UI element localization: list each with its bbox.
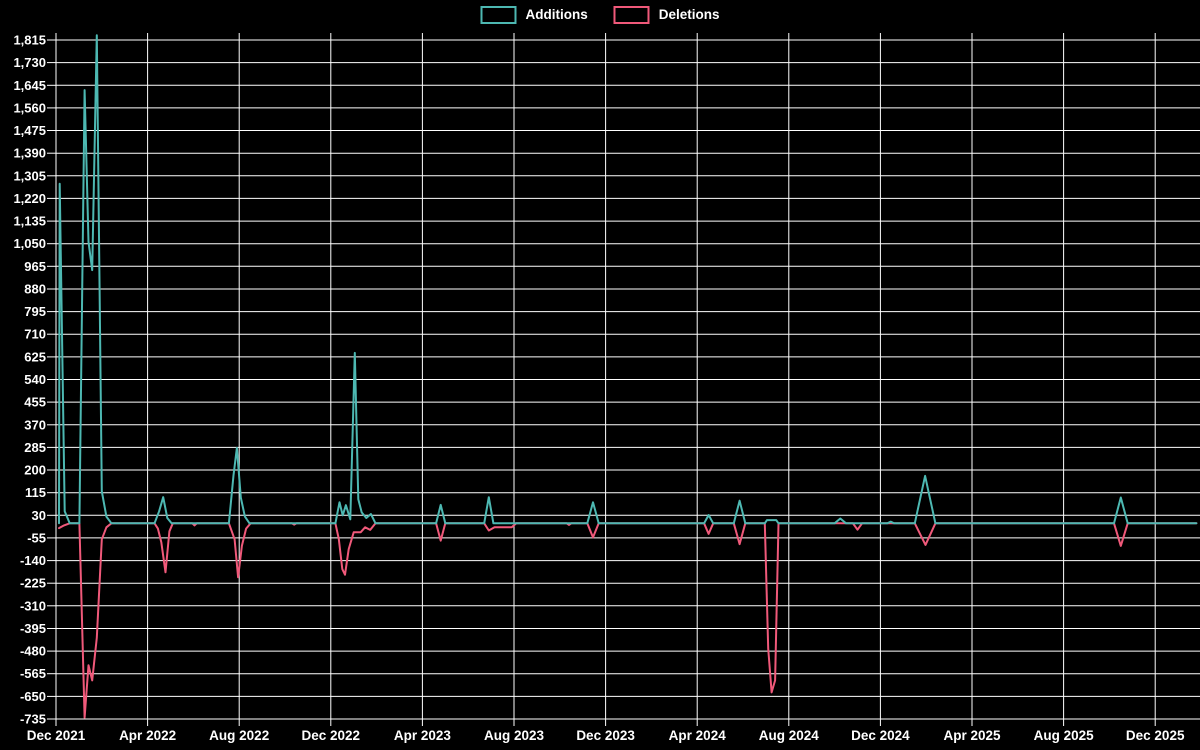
x-tick-label: Aug 2024: [759, 728, 820, 743]
y-tick-label: 880: [24, 282, 46, 297]
y-tick-label: 1,305: [13, 168, 46, 183]
y-tick-label: 115: [25, 485, 46, 500]
y-tick-label: 455: [24, 395, 46, 410]
legend-label-additions: Additions: [525, 7, 588, 23]
y-tick-label: 1,135: [13, 214, 46, 229]
gridlines: [55, 39, 1200, 720]
x-tick-label: Apr 2025: [943, 728, 1001, 743]
additions-line: [58, 34, 1198, 525]
y-tick-label: 200: [24, 463, 46, 478]
y-tick-label: 1,050: [13, 236, 46, 251]
y-tick-label: 710: [24, 327, 46, 342]
y-tick-label: 1,815: [13, 33, 46, 48]
deletions-swatch-icon: [613, 6, 650, 24]
axis-labels: 1,815 1,730 1,645 1,560 1,475 1,390 1,305 1,220…: [13, 33, 1185, 744]
x-tick-label: Dec 2023: [576, 728, 635, 743]
x-tick-label: Aug 2022: [209, 728, 269, 743]
axis-ticks: [47, 33, 1156, 726]
legend-item-deletions[interactable]: Deletions: [613, 6, 720, 24]
y-tick-label: 625: [24, 349, 46, 364]
additions-swatch-icon: [480, 6, 517, 24]
y-tick-label: 795: [24, 304, 46, 319]
x-tick-label: Dec 2025: [1126, 728, 1185, 743]
y-tick-label: -225: [20, 576, 46, 591]
y-tick-label: 1,220: [13, 191, 46, 206]
legend-item-additions[interactable]: Additions: [480, 6, 588, 24]
x-tick-label: Apr 2022: [119, 728, 176, 743]
chart-legend: Additions Deletions: [480, 6, 720, 24]
y-tick-label: 1,475: [13, 123, 46, 138]
y-tick-label: 965: [24, 259, 46, 274]
y-tick-label: -55: [27, 530, 46, 545]
y-tick-label: 540: [24, 372, 46, 387]
y-tick-label: -650: [20, 689, 46, 704]
y-tick-label: -565: [20, 666, 46, 681]
y-tick-label: 1,645: [13, 78, 46, 93]
y-tick-label: 30: [32, 508, 46, 523]
x-tick-label: Dec 2021: [27, 728, 86, 743]
y-tick-label: 370: [24, 417, 46, 432]
y-tick-label: 1,730: [13, 55, 46, 70]
y-tick-label: -140: [20, 553, 46, 568]
series-lines: [58, 34, 1198, 719]
y-tick-label: 1,560: [13, 100, 46, 115]
y-tick-label: 285: [24, 440, 46, 455]
y-tick-label: -735: [20, 712, 46, 727]
x-tick-label: Apr 2024: [669, 728, 727, 743]
deletions-line: [58, 522, 1198, 719]
x-tick-label: Dec 2022: [302, 728, 361, 743]
y-tick-label: 1,390: [13, 146, 46, 161]
y-tick-label: -480: [20, 644, 46, 659]
x-tick-label: Apr 2023: [394, 728, 452, 743]
x-tick-label: Aug 2023: [484, 728, 545, 743]
x-tick-label: Dec 2024: [851, 728, 910, 743]
legend-label-deletions: Deletions: [658, 7, 720, 23]
y-tick-label: -310: [20, 598, 46, 613]
y-tick-label: -395: [20, 621, 46, 636]
x-tick-label: Aug 2025: [1034, 728, 1095, 743]
